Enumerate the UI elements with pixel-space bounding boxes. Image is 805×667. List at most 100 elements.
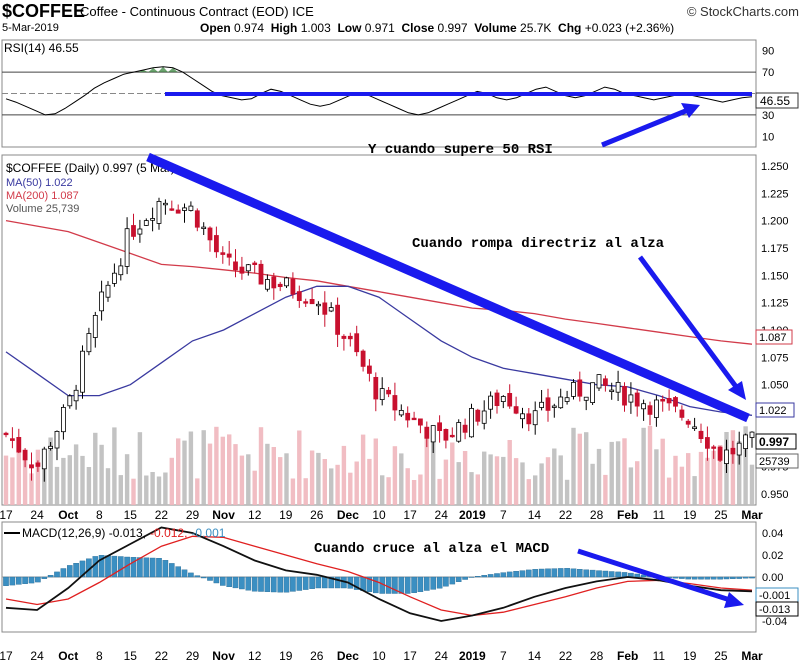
candle-body <box>322 302 328 315</box>
macd-hist-bar <box>596 570 602 578</box>
x-tick-label: 11 <box>653 649 666 663</box>
candle-body <box>271 276 277 289</box>
macd-hist-bar <box>130 557 137 578</box>
candlesticks <box>3 197 755 482</box>
macd-hist-bar <box>137 557 143 578</box>
candle-body <box>360 350 366 367</box>
volume-bar <box>73 444 79 505</box>
price-tick-label: 1.150 <box>761 270 789 282</box>
rsi-tick-label: 90 <box>762 46 774 58</box>
volume-bar <box>35 449 41 505</box>
volume-bar <box>227 434 232 505</box>
candle-body <box>373 376 379 400</box>
trendline-annotation: Cuando rompa directriz al alza <box>412 236 665 252</box>
volume-bar <box>711 450 716 505</box>
volume-bar <box>552 448 557 505</box>
volume-bar <box>405 468 410 505</box>
candle-body <box>743 434 748 449</box>
volume-bar <box>316 452 321 505</box>
macd-hist-bar <box>570 568 577 578</box>
high-value: 1.003 <box>300 21 331 35</box>
macd-hist-bar <box>443 576 449 587</box>
candle-body <box>449 434 455 438</box>
volume-bar <box>654 449 659 505</box>
macd-hist-bar <box>302 576 309 590</box>
macd-hist-bar <box>475 576 481 578</box>
candle-body <box>424 426 430 439</box>
chart-date: 5-Mar-2019 <box>2 22 59 34</box>
x-tick-label: 10 <box>372 508 386 522</box>
macd-hist-bar <box>717 576 723 580</box>
candle-body <box>335 304 341 335</box>
volume-bar <box>341 445 347 505</box>
candle-body <box>634 392 640 407</box>
volume-bar <box>99 444 104 505</box>
macd-hist-bar <box>538 568 545 578</box>
macd-hist-bar <box>60 568 67 578</box>
x-tick-label: 2019 <box>459 649 486 663</box>
volume-bar <box>679 466 685 505</box>
price-tick-label: 1.050 <box>761 380 789 392</box>
macd-hist-bar <box>16 576 22 585</box>
volume-bar <box>54 466 60 505</box>
volume-bar <box>571 427 576 505</box>
price-x-axis: 17 24 Oct 8 15 22 29 Nov 12 19 26 Dec 10 17 24 2019 7 14 2… <box>0 508 763 522</box>
candle-body <box>628 394 634 403</box>
candle-body <box>54 430 60 449</box>
x-tick-label: 24 <box>30 649 44 663</box>
candle-body <box>296 291 302 302</box>
candle-body <box>150 218 156 221</box>
candle-body <box>328 307 334 312</box>
candle-body <box>417 418 423 426</box>
macd-hist-bar <box>449 576 456 585</box>
candle-body <box>366 365 372 374</box>
x-tick-label: 17 <box>0 508 13 522</box>
macd-hist-bar <box>500 572 507 578</box>
x-tick-label: 26 <box>310 508 324 522</box>
ma50-last-box <box>755 402 795 418</box>
macd-hist-bar <box>564 568 570 578</box>
candle-body <box>303 301 309 304</box>
volume-bar <box>188 431 194 505</box>
macd-hist-bar <box>207 576 213 581</box>
candle-body <box>67 395 73 407</box>
macd-label-signal: -0.012, <box>150 526 187 540</box>
candle-body <box>392 395 398 411</box>
volume-bar <box>673 455 678 505</box>
volume-bar <box>278 457 283 505</box>
candle-body <box>456 422 462 442</box>
candle-body <box>615 381 621 393</box>
price-tick-label: 0.950 <box>761 489 789 501</box>
candle-body <box>577 379 583 397</box>
volume-bar <box>717 445 723 505</box>
candle-body <box>481 410 487 424</box>
volume-bar <box>399 453 404 505</box>
macd-hist-bar <box>251 576 258 592</box>
macd-tick-label: 0.04 <box>762 528 783 540</box>
macd-hist-bar <box>749 576 755 579</box>
volume-bar <box>93 432 98 505</box>
macd-hist-bar <box>615 571 621 578</box>
macd-hist-bar <box>704 576 711 580</box>
volume-bar <box>201 430 206 505</box>
macd-tick-label: 0.00 <box>762 572 783 584</box>
candle-body <box>124 228 130 267</box>
volume-bar <box>482 451 487 505</box>
macd-hist-bar <box>66 565 73 578</box>
macd-hist-bar <box>462 576 468 580</box>
volume-bar <box>615 441 621 505</box>
brand-label[interactable]: © StockCharts.com <box>686 4 799 19</box>
x-tick-label: 17 <box>0 649 13 663</box>
close-last-box <box>755 433 797 450</box>
candle-body <box>488 395 494 410</box>
volume-bar <box>182 440 187 505</box>
price-tick-label: 1.175 <box>761 243 789 255</box>
x-tick-label: 7 <box>500 649 507 663</box>
candle-body <box>290 278 296 295</box>
macd-hist-bar <box>640 574 647 578</box>
macd-hist-bar <box>258 576 264 592</box>
x-tick-label: Mar <box>741 649 763 663</box>
volume-bar <box>590 463 595 505</box>
volume-bar <box>666 477 672 505</box>
x-tick-label: 22 <box>155 649 169 663</box>
